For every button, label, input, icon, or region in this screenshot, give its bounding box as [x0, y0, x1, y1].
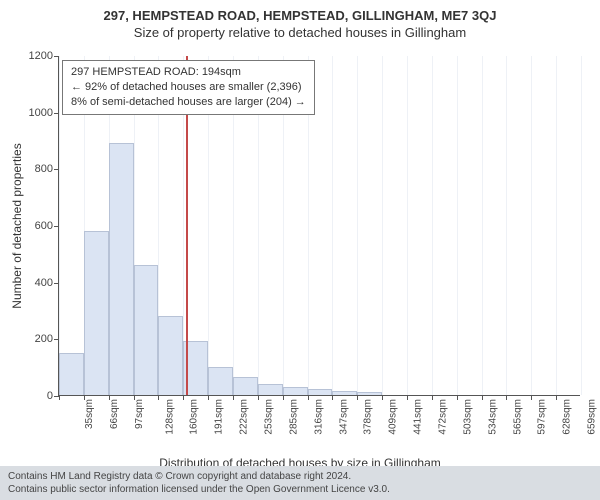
gridline	[332, 56, 333, 395]
x-tick-mark	[506, 395, 507, 400]
page-title: 297, HEMPSTEAD ROAD, HEMPSTEAD, GILLINGH…	[0, 0, 600, 23]
x-tick-label: 441sqm	[413, 399, 424, 435]
y-tick-mark	[54, 283, 59, 284]
info-line-2: ← 92% of detached houses are smaller (2,…	[71, 80, 306, 95]
histogram-bar	[332, 391, 357, 395]
x-tick-label: 534sqm	[487, 399, 498, 435]
y-tick-mark	[54, 169, 59, 170]
x-tick-mark	[432, 395, 433, 400]
page-subtitle: Size of property relative to detached ho…	[0, 23, 600, 40]
x-tick-label: 191sqm	[214, 399, 225, 435]
histogram-bar	[357, 392, 382, 395]
x-tick-label: 285sqm	[288, 399, 299, 435]
footer-line-2: Contains public sector information licen…	[8, 483, 592, 496]
x-tick-label: 503sqm	[462, 399, 473, 435]
x-tick-label: 222sqm	[239, 399, 250, 435]
x-tick-label: 472sqm	[438, 399, 449, 435]
x-tick-mark	[109, 395, 110, 400]
x-tick-label: 628sqm	[562, 399, 573, 435]
info-line-3: 8% of semi-detached houses are larger (2…	[71, 95, 306, 110]
y-tick-mark	[54, 226, 59, 227]
histogram-bar	[283, 387, 308, 396]
x-tick-mark	[556, 395, 557, 400]
x-tick-mark	[308, 395, 309, 400]
property-info-box: 297 HEMPSTEAD ROAD: 194sqm ← 92% of deta…	[62, 60, 315, 115]
histogram-bar	[258, 384, 283, 395]
x-tick-mark	[457, 395, 458, 400]
gridline	[556, 56, 557, 395]
x-tick-mark	[208, 395, 209, 400]
histogram-bar	[308, 389, 333, 395]
x-tick-label: 97sqm	[134, 399, 145, 429]
y-tick-mark	[54, 339, 59, 340]
histogram-bar	[59, 353, 84, 396]
y-tick-mark	[54, 113, 59, 114]
gridline	[457, 56, 458, 395]
histogram-bar	[233, 377, 258, 395]
gridline	[357, 56, 358, 395]
x-tick-mark	[382, 395, 383, 400]
x-tick-mark	[59, 395, 60, 400]
gridline	[432, 56, 433, 395]
gridline	[482, 56, 483, 395]
x-tick-mark	[158, 395, 159, 400]
x-tick-mark	[482, 395, 483, 400]
info-line-1: 297 HEMPSTEAD ROAD: 194sqm	[71, 65, 306, 80]
gridline	[531, 56, 532, 395]
gridline	[59, 56, 60, 395]
x-tick-label: 35sqm	[84, 399, 95, 429]
x-tick-label: 160sqm	[189, 399, 200, 435]
x-tick-mark	[531, 395, 532, 400]
x-tick-label: 316sqm	[313, 399, 324, 435]
attribution-footer: Contains HM Land Registry data © Crown c…	[0, 466, 600, 500]
x-tick-mark	[183, 395, 184, 400]
x-tick-label: 409sqm	[388, 399, 399, 435]
x-tick-label: 378sqm	[363, 399, 374, 435]
histogram-bar	[109, 143, 134, 395]
x-tick-mark	[84, 395, 85, 400]
histogram-bar	[158, 316, 183, 395]
histogram-bar	[208, 367, 233, 395]
x-tick-label: 347sqm	[338, 399, 349, 435]
y-tick-mark	[54, 56, 59, 57]
gridline	[407, 56, 408, 395]
gridline	[382, 56, 383, 395]
x-tick-label: 597sqm	[537, 399, 548, 435]
x-tick-mark	[134, 395, 135, 400]
x-tick-mark	[258, 395, 259, 400]
x-tick-label: 565sqm	[512, 399, 523, 435]
x-tick-mark	[233, 395, 234, 400]
x-tick-label: 66sqm	[109, 399, 120, 429]
x-tick-mark	[357, 395, 358, 400]
x-tick-mark	[332, 395, 333, 400]
footer-line-1: Contains HM Land Registry data © Crown c…	[8, 470, 592, 483]
x-tick-mark	[283, 395, 284, 400]
x-tick-label: 128sqm	[164, 399, 175, 435]
x-tick-label: 253sqm	[264, 399, 275, 435]
x-tick-mark	[407, 395, 408, 400]
gridline	[581, 56, 582, 395]
y-axis-label: Number of detached properties	[10, 143, 24, 308]
gridline	[506, 56, 507, 395]
x-tick-label: 659sqm	[587, 399, 598, 435]
histogram-bar	[134, 265, 159, 395]
histogram-bar	[84, 231, 109, 395]
